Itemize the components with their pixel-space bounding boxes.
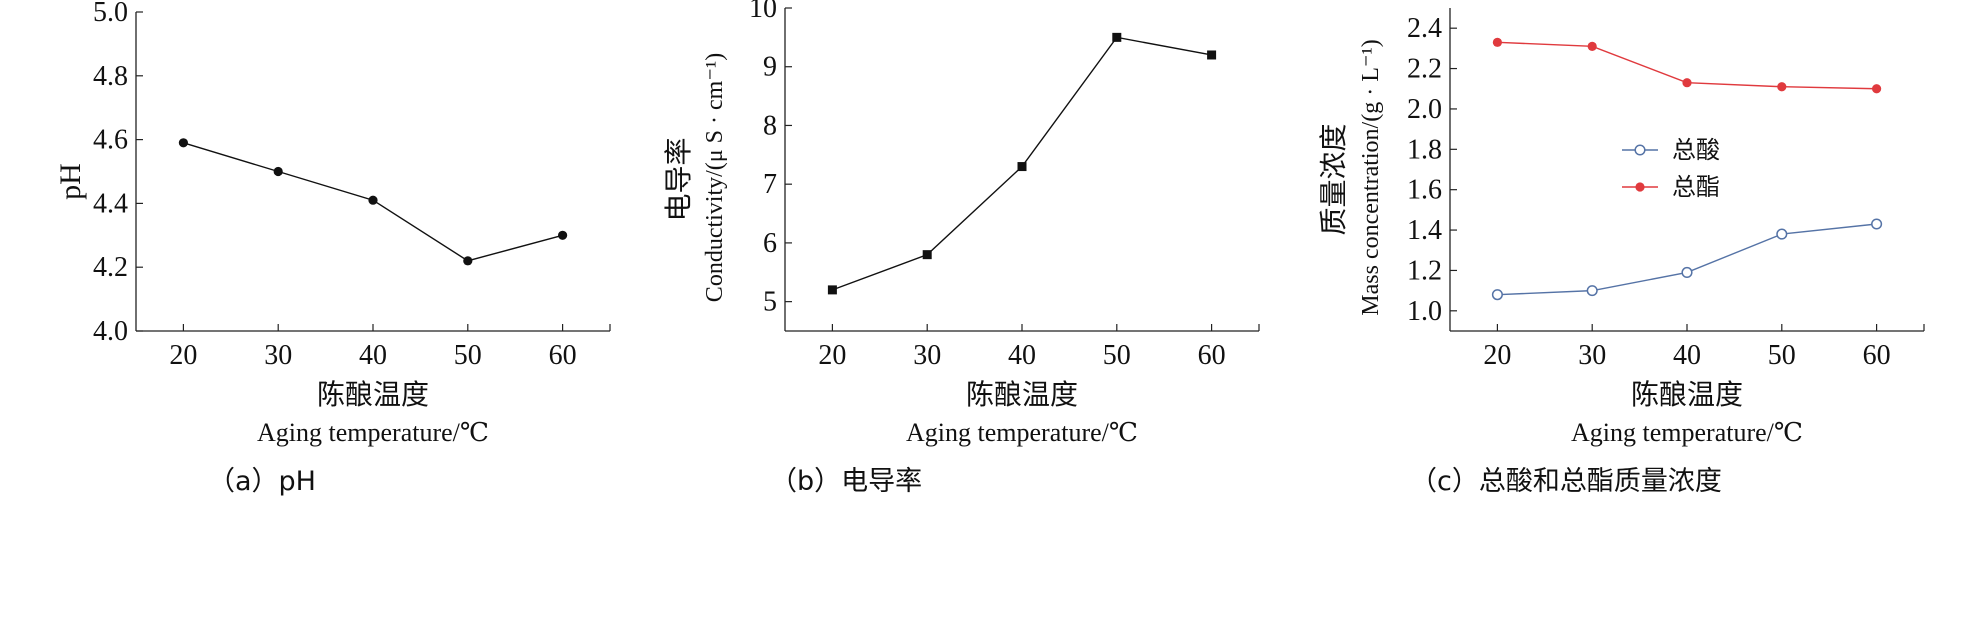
legend-label: 总酯 (1672, 173, 1720, 201)
x-tick-label: 20 (818, 340, 846, 371)
panel-caption: （b）电导率 (770, 466, 922, 497)
data-point (922, 250, 932, 260)
data-point (178, 138, 188, 148)
x-axis-title-cn: 陈酿温度 (1631, 378, 1743, 411)
y-axis-title-cn: 电导率 (662, 137, 695, 221)
y-tick-label: 4.8 (93, 61, 128, 92)
y-tick-label: 6 (763, 228, 777, 259)
x-tick-label: 30 (1578, 340, 1606, 371)
data-point (368, 195, 378, 205)
data-point (1872, 84, 1882, 94)
data-point (1776, 228, 1788, 240)
y-tick-label: 9 (763, 52, 777, 83)
data-point (1871, 218, 1883, 230)
x-tick-label: 40 (1008, 340, 1036, 371)
data-point (558, 230, 568, 240)
x-axis-title-cn: 陈酿温度 (966, 378, 1078, 411)
y-tick-label: 4.4 (93, 188, 128, 219)
x-tick-label: 30 (913, 340, 941, 371)
x-tick-label: 60 (1863, 340, 1891, 371)
y-axis-title-en: Mass concentration/(g · L⁻¹) (1358, 39, 1384, 315)
x-axis-title-en: Aging temperature/℃ (257, 418, 489, 447)
y-tick-label: 1.2 (1407, 255, 1442, 286)
x-tick-label: 40 (1673, 340, 1701, 371)
y-tick-label: 1.0 (1407, 296, 1442, 327)
x-tick-label: 60 (549, 340, 577, 371)
data-point (1587, 41, 1597, 51)
y-tick-label: 1.6 (1407, 175, 1442, 206)
y-tick-label: 5 (763, 287, 777, 318)
x-tick-label: 30 (264, 340, 292, 371)
panel-caption: （c）总酸和总酯质量浓度 (1410, 466, 1722, 497)
panel-caption: （a）pH (208, 466, 316, 497)
x-tick-label: 50 (454, 340, 482, 371)
y-tick-label: 2.0 (1407, 94, 1442, 125)
data-point (1586, 285, 1598, 297)
series-line-0 (1497, 223, 1877, 296)
y-tick-label: 4.0 (93, 316, 128, 347)
data-point (1492, 37, 1502, 47)
data-point (1112, 32, 1122, 42)
x-tick-label: 20 (169, 340, 197, 371)
data-point (827, 285, 837, 295)
y-tick-label: 4.6 (93, 125, 128, 156)
y-axis-title-cn: 质量浓度 (1317, 123, 1350, 235)
x-tick-label: 50 (1768, 340, 1796, 371)
y-tick-label: 2.4 (1407, 13, 1442, 44)
y-tick-label: 1.8 (1407, 134, 1442, 165)
y-tick-label: 4.2 (93, 252, 128, 283)
y-tick-label: 8 (763, 110, 777, 141)
y-tick-label: 5.0 (93, 0, 128, 28)
y-axis-title-en: pH (54, 163, 87, 200)
legend-label: 总酸 (1672, 136, 1720, 164)
chart-panel-1: 4.0 4.2 4.4 4.6 4.8 5.0 20 30 40 50 60 陈酿温度 Aging te… (54, 0, 611, 497)
x-axis-title-en: Aging temperature/℃ (1571, 418, 1803, 447)
y-tick-label: 1.4 (1407, 215, 1442, 246)
data-point (1491, 289, 1503, 301)
y-axis-title-en: Conductivity/(μ S · cm⁻¹) (702, 53, 728, 302)
data-point (1682, 78, 1692, 88)
x-axis-title-en: Aging temperature/℃ (906, 418, 1138, 447)
y-tick-label: 10 (749, 0, 777, 24)
data-point (463, 256, 473, 266)
x-axis-title-cn: 陈酿温度 (317, 378, 429, 411)
chart-panel-3: 1.0 1.2 1.4 1.6 1.8 2.0 2.2 2.4 20 30 40 50 60 陈酿温度 Ag… (1317, 8, 1925, 497)
legend-item: 总酯 (1622, 173, 1720, 201)
x-tick-label: 50 (1103, 340, 1131, 371)
data-point (1777, 82, 1787, 92)
x-tick-label: 60 (1198, 340, 1226, 371)
legend-swatch-marker (1635, 182, 1645, 192)
data-point (273, 166, 283, 177)
data-point (1681, 266, 1693, 279)
chart-panel-2: 5 6 7 8 9 10 20 30 40 50 60 陈酿温度 Aging temperature/℃… (662, 0, 1260, 497)
legend-item: 总酸 (1622, 136, 1720, 164)
x-tick-label: 40 (359, 340, 387, 371)
data-point (1207, 50, 1217, 60)
y-tick-label: 2.2 (1407, 54, 1442, 85)
legend-swatch-marker (1634, 144, 1646, 156)
x-tick-label: 20 (1483, 340, 1511, 371)
data-point (1017, 162, 1027, 172)
y-tick-label: 7 (763, 169, 777, 200)
